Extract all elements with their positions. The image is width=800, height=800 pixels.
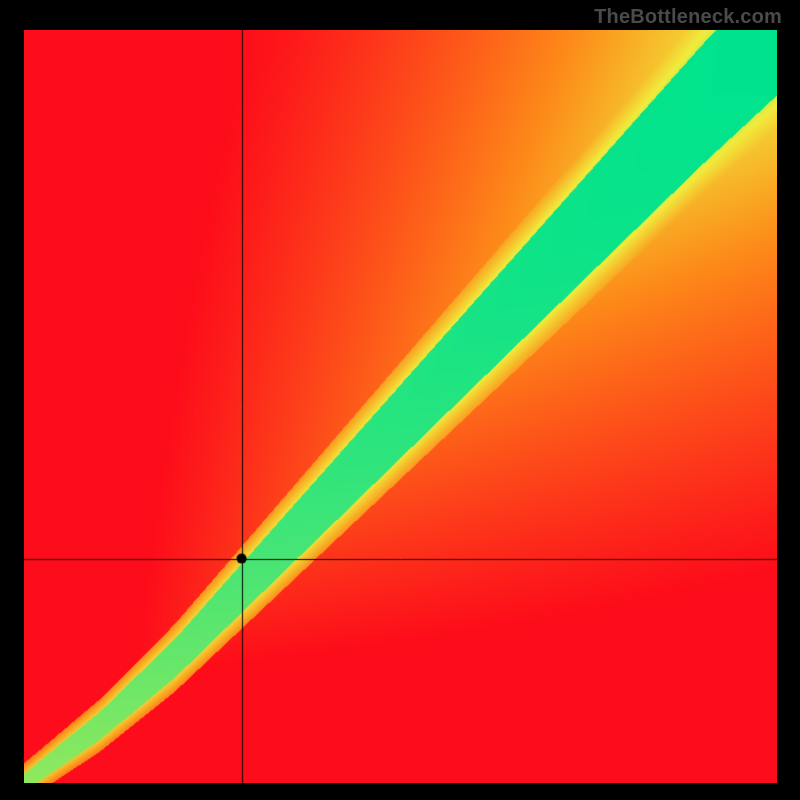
bottleneck-heatmap (24, 30, 777, 783)
chart-container: TheBottleneck.com (0, 0, 800, 800)
watermark-text: TheBottleneck.com (594, 6, 782, 29)
